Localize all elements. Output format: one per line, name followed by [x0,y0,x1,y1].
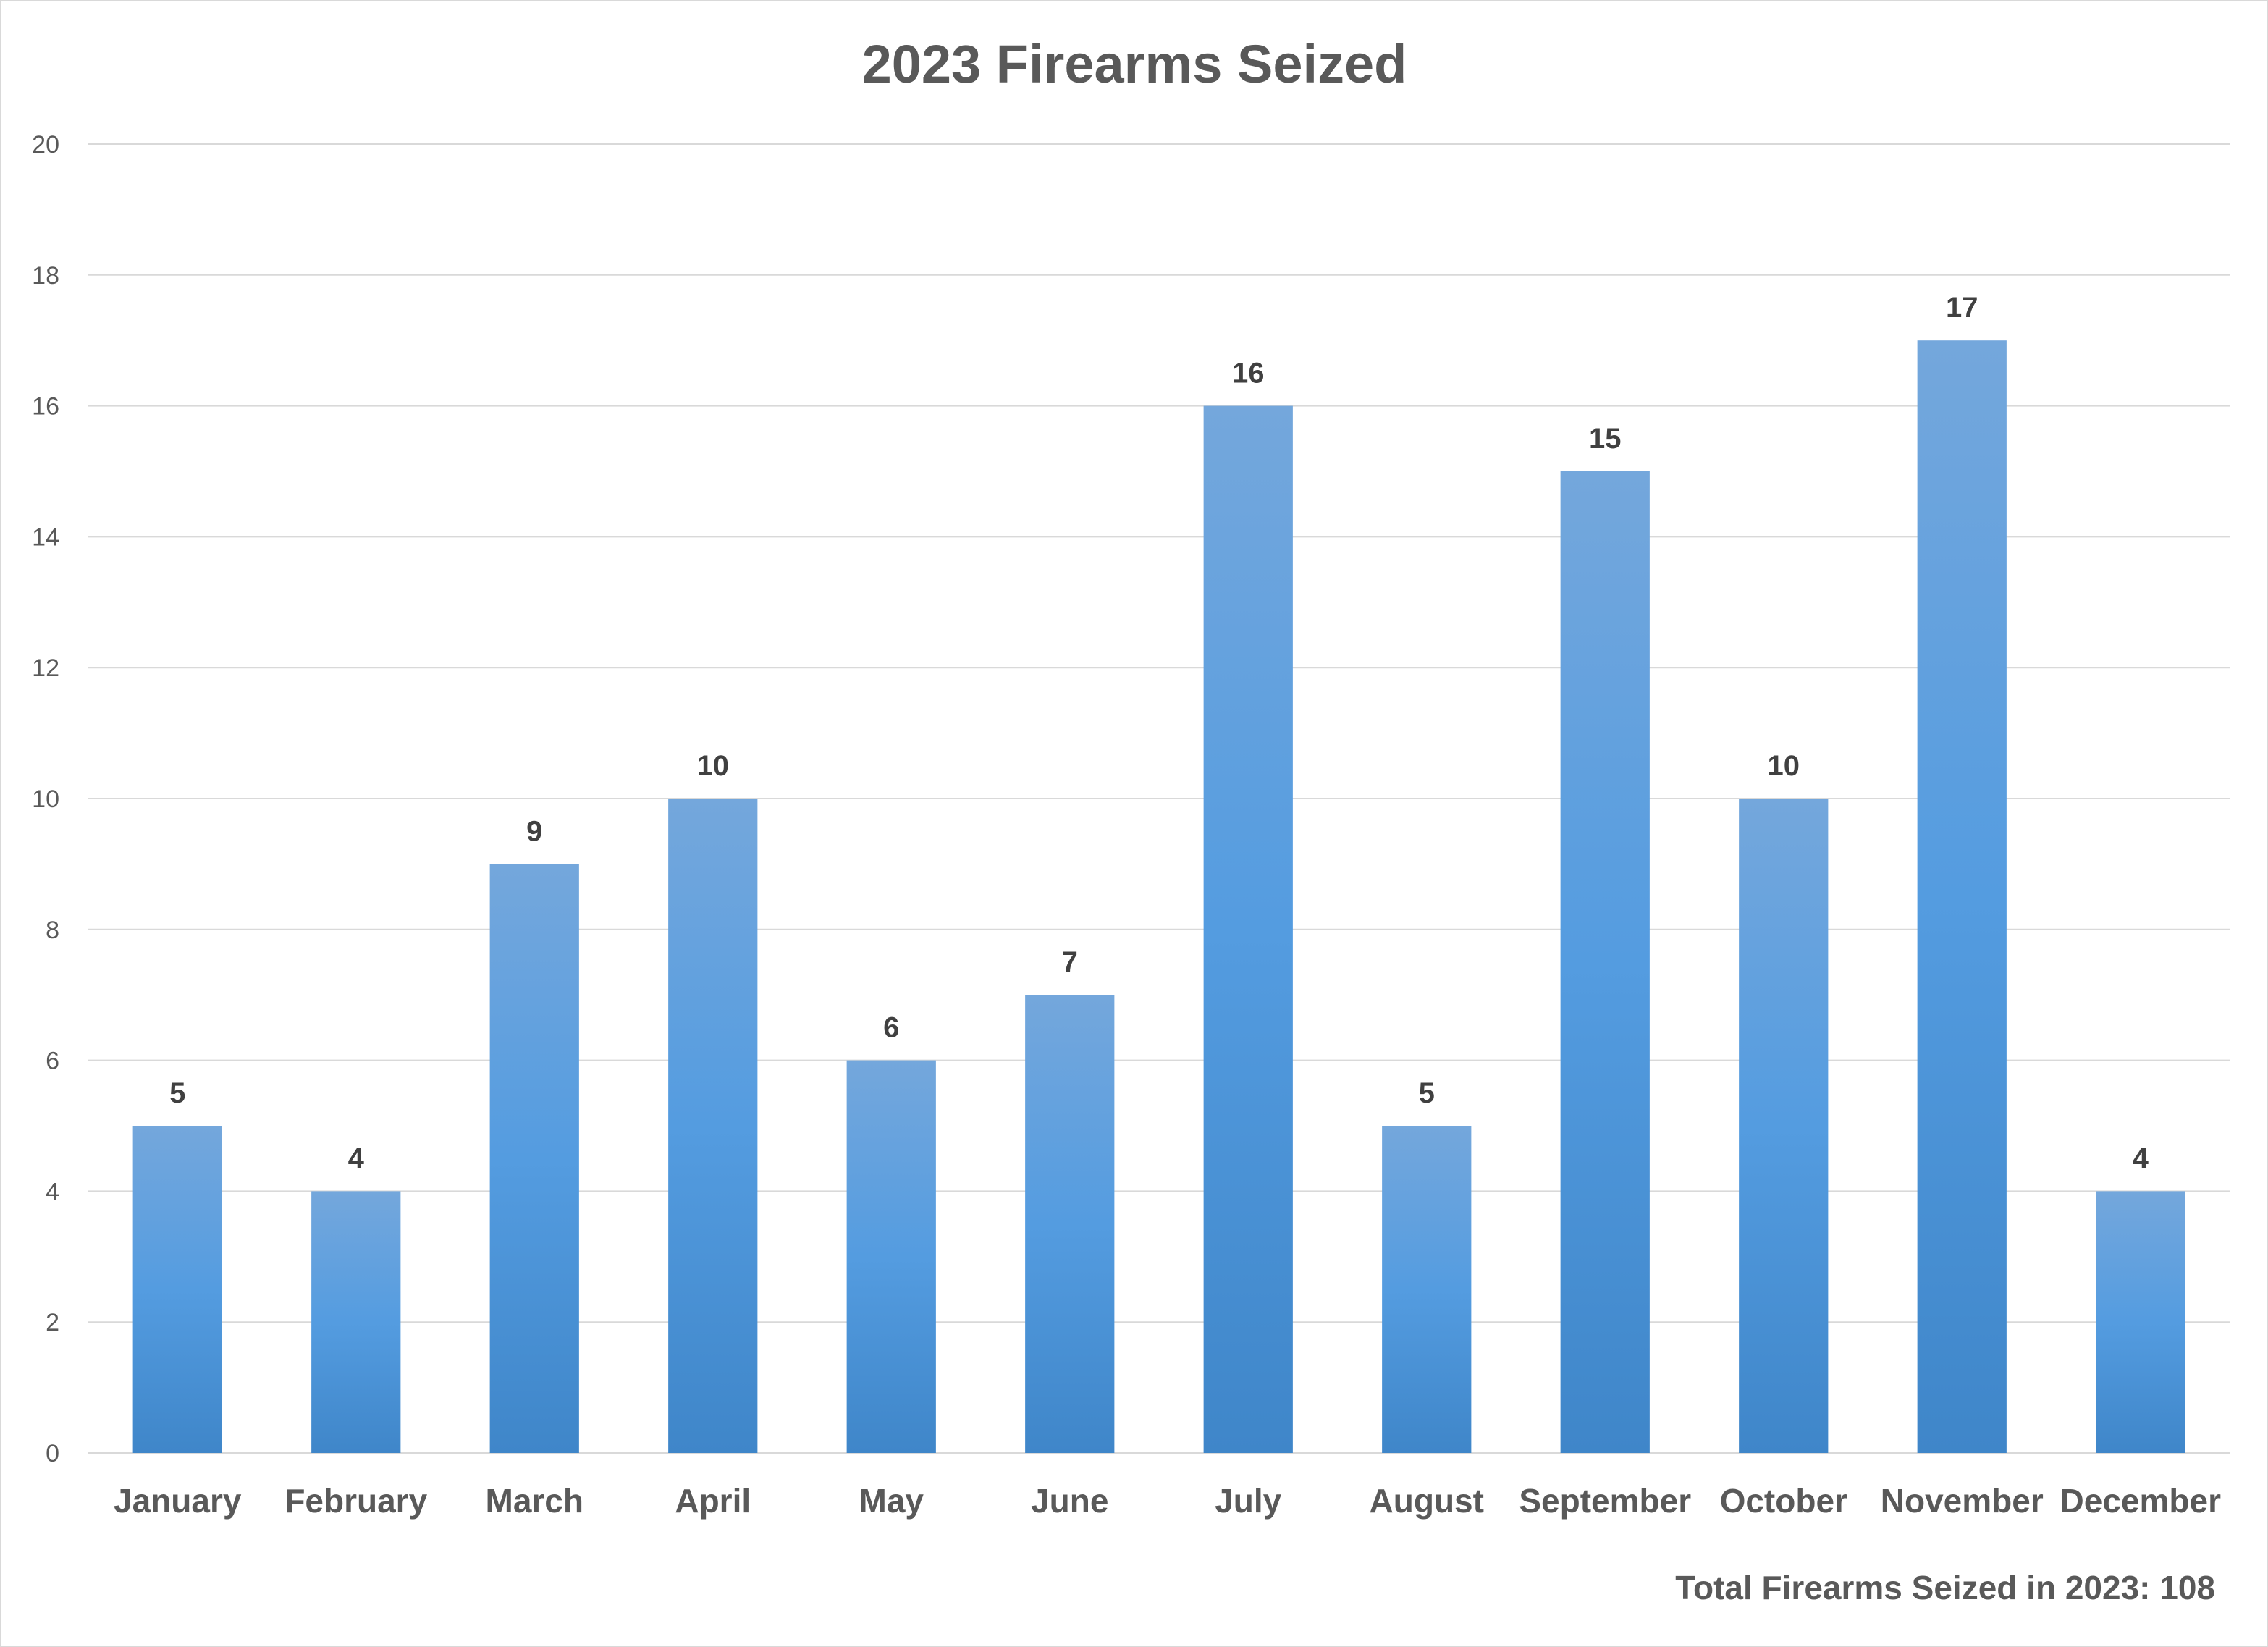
chart-title: 2023 Firearms Seized [862,34,1407,94]
bar-february [311,1191,401,1453]
data-label-january: 5 [169,1077,185,1109]
total-annotation: Total Firearms Seized in 2023: 108 [1675,1569,2215,1606]
data-label-june: 7 [1062,946,1078,978]
y-tick-label: 4 [46,1178,59,1205]
category-label-november: November [1881,1482,2044,1520]
y-tick-label: 6 [46,1048,59,1075]
data-label-may: 6 [883,1012,899,1044]
category-label-september: September [1519,1482,1691,1520]
x-axis-category-labels: January February March April May June July Augu… [114,1482,2221,1520]
bar-july [1203,405,1293,1453]
category-label-october: October [1720,1482,1847,1520]
bar-september [1560,471,1650,1453]
y-tick-label: 2 [46,1309,59,1336]
bar-january [132,1126,222,1453]
y-tick-label: 18 [32,262,59,290]
bar-december [2096,1191,2185,1453]
y-tick-label: 0 [46,1440,59,1467]
y-tick-label: 8 [46,917,59,944]
y-tick-label: 16 [32,393,59,421]
bar-june [1025,995,1115,1453]
gridlines [88,143,2230,1454]
bar-november [1917,340,2007,1454]
data-label-august: 5 [1419,1077,1435,1109]
y-axis-tick-labels: 0 2 4 6 8 10 12 14 16 18 20 [32,131,59,1467]
category-label-june: June [1031,1482,1108,1520]
category-label-august: August [1370,1482,1484,1520]
y-tick-label: 20 [32,131,59,159]
y-tick-label: 10 [32,785,59,813]
data-label-november: 17 [1946,292,1978,324]
y-tick-label: 12 [32,654,59,682]
category-label-march: March [486,1482,583,1520]
data-label-december: 4 [2133,1142,2149,1174]
category-label-july: July [1215,1482,1281,1520]
bar-april [668,799,758,1453]
category-label-february: February [284,1482,427,1520]
data-label-september: 15 [1589,423,1622,455]
category-label-april: April [675,1482,751,1520]
data-labels: 5 4 9 10 6 7 16 5 15 10 17 4 [169,292,2149,1174]
bars [132,340,2185,1454]
category-label-january: January [114,1482,242,1520]
bar-october [1739,799,1829,1453]
category-label-december: December [2060,1482,2222,1520]
data-label-february: 4 [348,1142,365,1174]
data-label-july: 16 [1232,358,1265,389]
bar-march [489,864,579,1453]
y-tick-label: 14 [32,523,59,551]
bar-may [846,1060,936,1453]
data-label-october: 10 [1768,750,1800,782]
data-label-march: 9 [526,815,542,847]
bar-august [1382,1126,1472,1453]
data-label-april: 10 [697,750,730,782]
category-label-may: May [859,1482,924,1520]
